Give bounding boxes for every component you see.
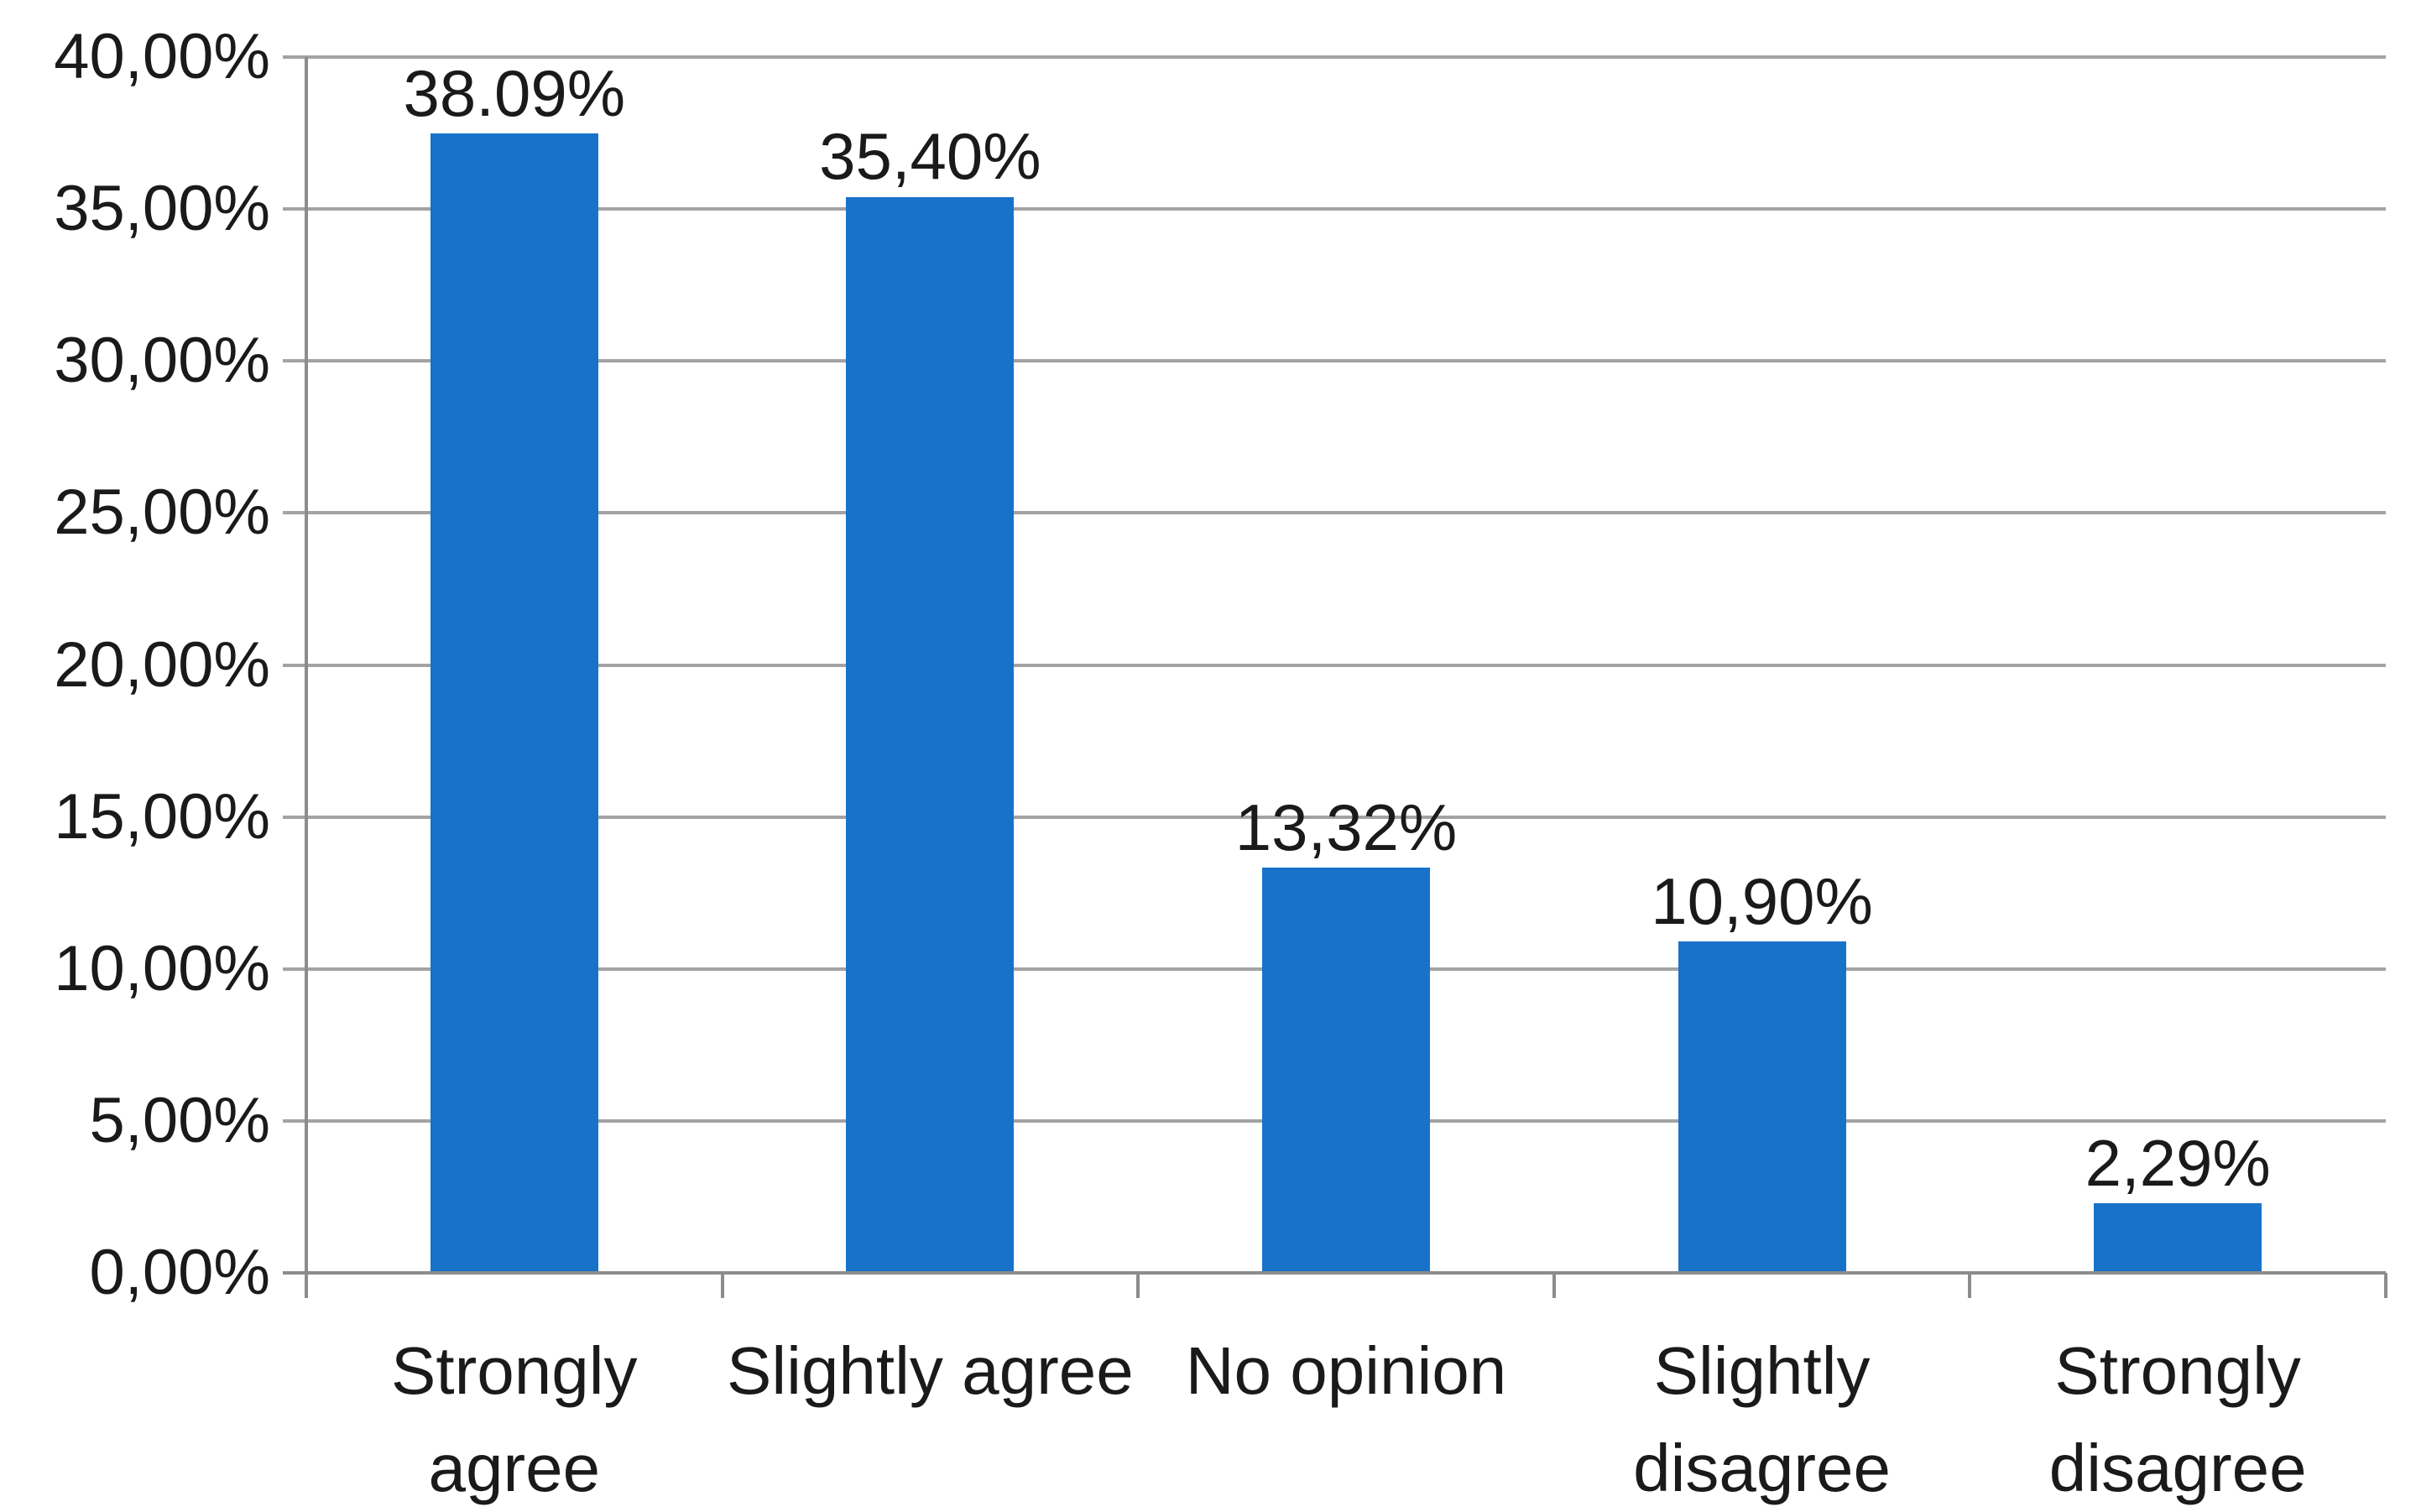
y-axis-line <box>305 57 308 1298</box>
bar-column-slightly-agree: 35,40% <box>723 57 1139 1273</box>
gridline <box>306 663 2386 667</box>
x-tick <box>2384 1273 2387 1298</box>
x-tick <box>720 1273 724 1298</box>
bar-column-strongly-disagree: 2,29% <box>1970 57 2386 1273</box>
bar-strongly-agree <box>430 133 598 1273</box>
gridline <box>306 55 2386 59</box>
gridline <box>306 511 2386 515</box>
gridline <box>306 359 2386 363</box>
category-label-line: disagree <box>1633 1431 1892 1505</box>
gridline <box>306 207 2386 211</box>
bar-value-label: 13,32% <box>1234 790 1458 865</box>
x-axis-labels: Strongly agree Slightly agree No opinion… <box>306 1322 2386 1512</box>
y-axis-labels: 40,00% 35,00% 30,00% 25,00% 20,00% 15,00… <box>0 25 271 1305</box>
category-label-line: agree <box>428 1431 601 1505</box>
bar-value-label: 2,29% <box>2085 1125 2271 1200</box>
y-tick <box>283 55 306 59</box>
bar-column-no-opinion: 13,32% <box>1138 57 1554 1273</box>
x-axis-line <box>283 1271 2386 1275</box>
category-label-line: Slightly <box>1653 1333 1871 1408</box>
bar-slightly-disagree <box>1678 941 1846 1273</box>
y-axis-tick-label: 10,00% <box>54 932 270 1004</box>
category-label-strongly-agree: Strongly agree <box>306 1322 723 1512</box>
category-label-slightly-agree: Slightly agree <box>723 1322 1139 1512</box>
bar-column-slightly-disagree: 10,90% <box>1554 57 1970 1273</box>
bar-column-strongly-agree: 38.09% <box>306 56 723 1273</box>
x-tick <box>1136 1273 1140 1298</box>
category-label-slightly-disagree: Slightly disagree <box>1554 1322 1970 1512</box>
category-label-line: disagree <box>2048 1431 2307 1505</box>
category-label-line: Strongly <box>391 1333 638 1408</box>
bar-value-label: 38.09% <box>403 56 626 130</box>
y-tick <box>283 207 306 211</box>
bar-slightly-agree <box>846 196 1015 1273</box>
category-label-line: No opinion <box>1185 1333 1507 1408</box>
category-label-strongly-disagree: Strongly disagree <box>1970 1322 2386 1512</box>
bar-no-opinion <box>1261 868 1430 1273</box>
gridline <box>306 815 2386 819</box>
y-axis-tick-label: 25,00% <box>54 477 270 549</box>
y-axis-tick-label: 30,00% <box>54 325 270 397</box>
y-tick <box>283 967 306 971</box>
plot-area: 38.09% 35,40% 13,32% 10,90% 2,29% <box>283 55 2387 1298</box>
y-axis-tick-label: 0,00% <box>89 1237 271 1308</box>
y-axis-tick-label: 5,00% <box>89 1084 271 1156</box>
category-label-line: Strongly <box>2054 1333 2301 1408</box>
x-tick <box>1968 1273 1972 1298</box>
x-tick <box>1552 1273 1556 1298</box>
y-tick <box>283 815 306 819</box>
y-tick <box>283 511 306 515</box>
bar-value-label: 10,90% <box>1651 863 1873 938</box>
category-label-no-opinion: No opinion <box>1138 1322 1554 1512</box>
y-tick <box>283 1118 306 1123</box>
y-tick <box>283 359 306 363</box>
category-label-line: Slightly agree <box>727 1333 1134 1408</box>
y-axis-tick-label: 20,00% <box>54 628 270 701</box>
bar-series: 38.09% 35,40% 13,32% 10,90% 2,29% <box>306 56 2386 1273</box>
y-tick <box>283 663 306 667</box>
y-axis-tick-label: 15,00% <box>54 780 270 852</box>
y-axis-tick-label: 40,00% <box>54 21 270 92</box>
bar-strongly-disagree <box>2094 1203 2262 1273</box>
bar-value-label: 35,40% <box>819 119 1041 194</box>
y-axis-tick-label: 35,00% <box>54 173 270 245</box>
